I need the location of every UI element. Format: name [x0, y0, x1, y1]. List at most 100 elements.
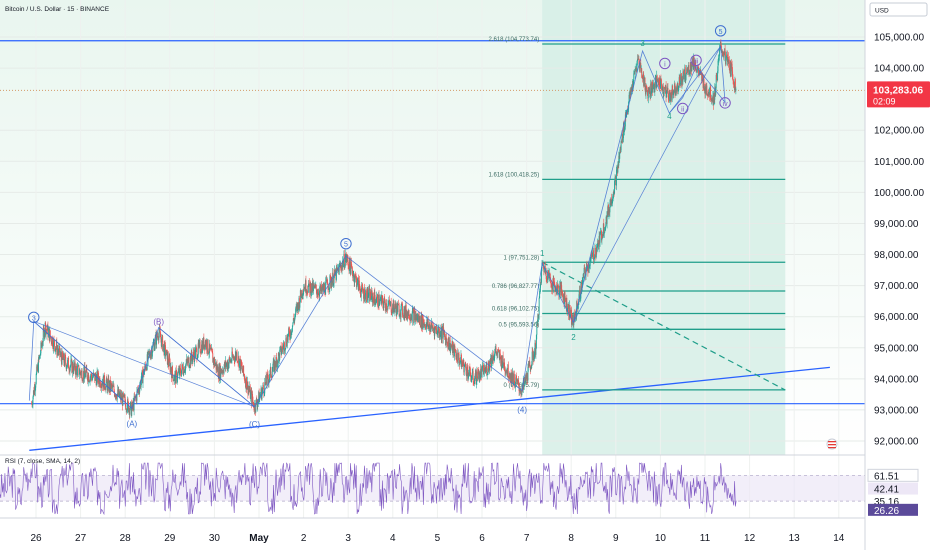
candle-body: [420, 314, 422, 328]
candle-body: [484, 370, 486, 373]
last-price-countdown: 02:09: [873, 96, 896, 106]
candle-body: [606, 216, 608, 225]
wave-leg[interactable]: [158, 327, 255, 408]
candle-body: [488, 368, 490, 371]
candle-body: [201, 344, 202, 353]
candle-body: [146, 367, 148, 370]
time-tick-label: 3: [345, 533, 351, 544]
candle-body: [674, 83, 676, 96]
candle-body: [300, 290, 302, 297]
candle-body: [307, 285, 309, 293]
candle-body: [274, 360, 276, 372]
candle-body: [501, 364, 503, 368]
wave-leg[interactable]: [33, 321, 133, 409]
candle-body: [635, 68, 637, 71]
candle-body: [640, 68, 642, 72]
candle-body: [571, 309, 572, 325]
candle-body: [243, 374, 245, 377]
candle-body: [209, 343, 210, 354]
candle-body: [527, 366, 529, 381]
candle-body: [601, 238, 603, 241]
candle-body: [281, 351, 283, 355]
candle-body: [671, 85, 673, 100]
candle-body: [516, 378, 518, 382]
us-flag-icon[interactable]: [826, 438, 838, 450]
candle-body: [660, 78, 662, 80]
candle-body: [217, 366, 218, 371]
candle-body: [521, 389, 523, 396]
candle-body: [248, 388, 250, 390]
currency-button[interactable]: [869, 2, 928, 17]
candle-body: [188, 367, 190, 368]
candle-body: [364, 299, 366, 301]
candle-body: [47, 324, 49, 337]
wave-lines: [28, 46, 726, 410]
candle-body: [263, 393, 265, 395]
candle-body: [523, 381, 525, 386]
candle-body: [81, 370, 83, 381]
candle-body: [265, 376, 267, 384]
candle-body: [55, 347, 57, 350]
candle-body: [590, 253, 592, 258]
candle-body: [717, 60, 719, 72]
candle-body: [276, 359, 278, 368]
candle-body: [376, 296, 378, 302]
candle-body: [121, 394, 122, 401]
candle-body: [494, 350, 496, 353]
candle-body: [528, 361, 530, 364]
candle-body: [684, 67, 686, 70]
candle-body: [721, 51, 723, 54]
candle-body: [702, 79, 704, 88]
candle-body: [621, 140, 623, 143]
candle-body: [714, 86, 716, 100]
candle-body: [44, 331, 46, 338]
candle-body: [77, 365, 79, 366]
candle-body: [405, 305, 407, 317]
wave-leg[interactable]: [573, 46, 721, 323]
candle-body: [204, 341, 206, 350]
candle-body: [155, 334, 157, 345]
candle-body: [331, 280, 333, 287]
candle-body: [670, 93, 672, 96]
rsi-line[interactable]: [0, 462, 737, 516]
candle-body: [478, 369, 480, 373]
candle-body: [325, 279, 327, 283]
candle-body: [293, 318, 295, 320]
wave-leg-long[interactable]: [33, 321, 255, 408]
candle-body: [382, 297, 384, 305]
candle-body: [134, 396, 136, 399]
candle-body: [170, 367, 172, 372]
candle-body: [546, 279, 548, 280]
candle-body: [316, 293, 318, 295]
candle-body: [379, 298, 381, 305]
candle-body: [670, 93, 672, 102]
candle-body: [205, 341, 207, 346]
candle-body: [388, 300, 390, 303]
candle-body: [624, 114, 626, 127]
price-axis[interactable]: 105,000.00104,000.00102,000.00101,000.00…: [864, 0, 932, 550]
candle-body: [723, 52, 725, 58]
candle-body: [239, 358, 241, 361]
candle-body: [374, 291, 376, 299]
candle-body: [679, 77, 681, 84]
candle-body: [569, 305, 571, 318]
candle-body: [423, 324, 425, 325]
candle-body: [470, 378, 472, 381]
trend-line[interactable]: [29, 366, 830, 451]
wave-sub-zigzag[interactable]: [669, 46, 726, 114]
candle-body: [76, 365, 77, 369]
candle-body: [222, 369, 224, 373]
candle-body: [533, 354, 535, 361]
candle-body: [33, 386, 35, 395]
time-axis[interactable]: 26 27 28 29 30 May 2 3 4 5 6 7 8 9 10 11 12 13 14: [30, 533, 844, 544]
candle-body: [136, 389, 138, 391]
candle-body: [235, 352, 237, 357]
candle-body: [401, 303, 403, 315]
candle-body: [444, 332, 446, 337]
candle-body: [593, 250, 594, 260]
time-tick-label: 13: [789, 533, 801, 544]
candle-body: [479, 375, 481, 379]
candle-body: [341, 265, 343, 271]
candle-body: [370, 291, 372, 299]
